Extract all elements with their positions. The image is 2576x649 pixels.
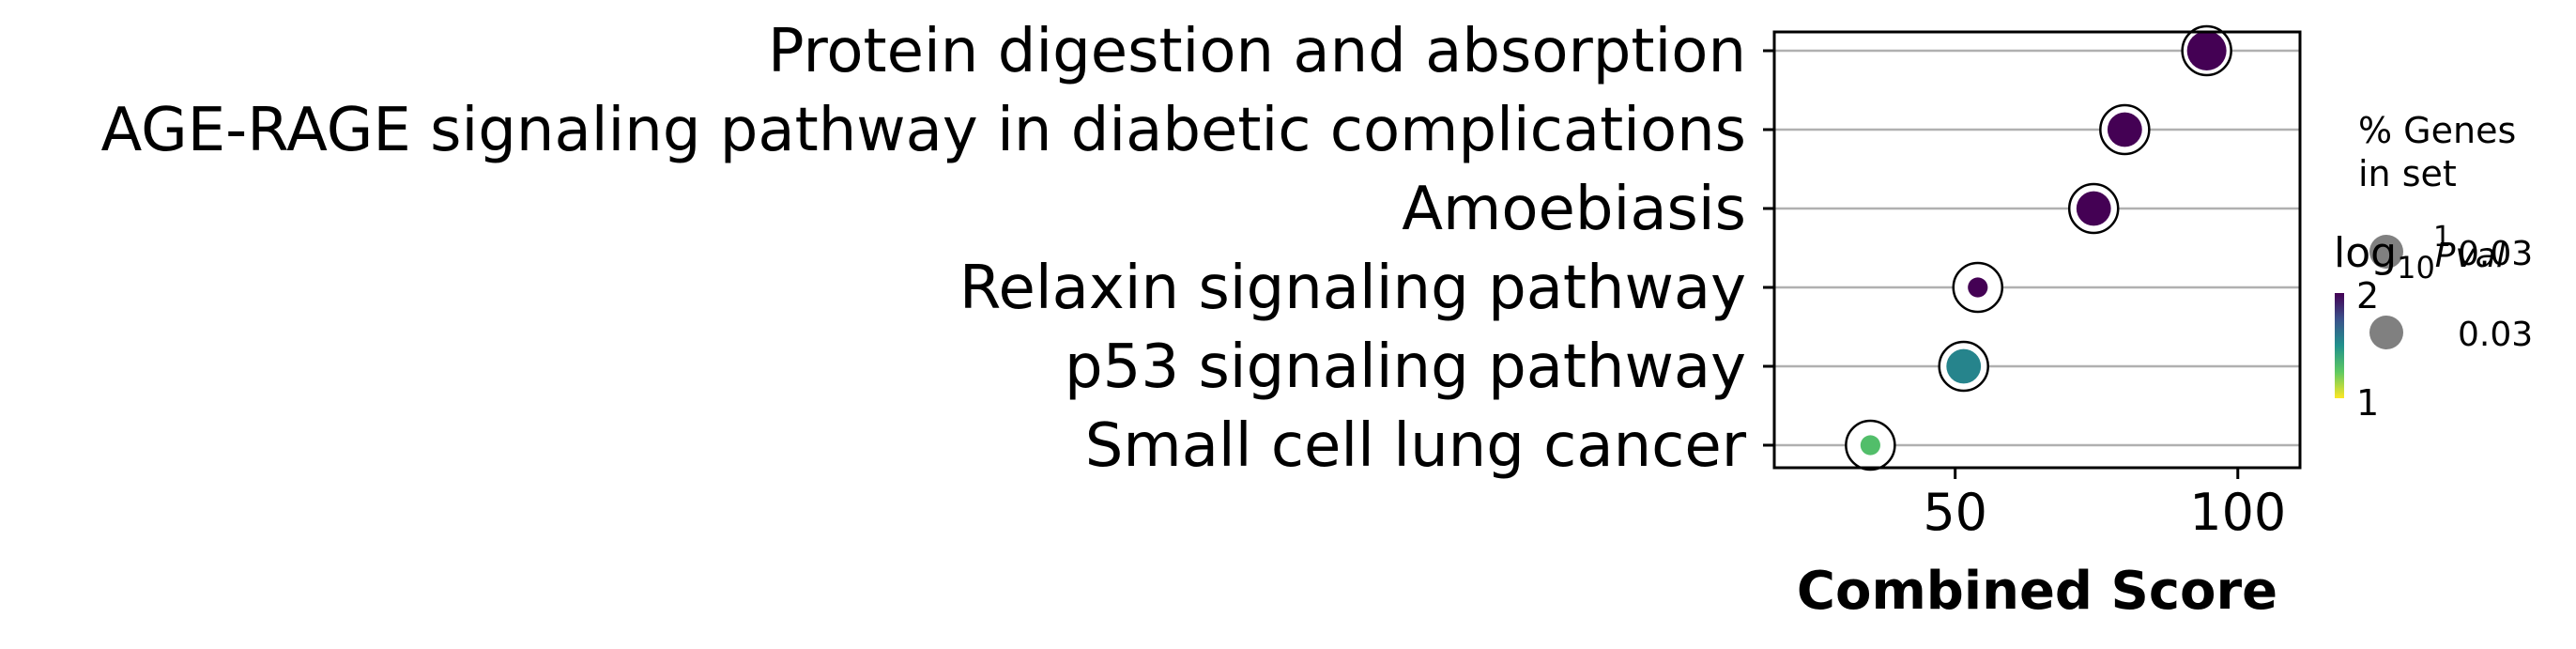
- colorbar-tick-high: 2: [2356, 275, 2379, 317]
- size-legend-label-2: 0.03: [2458, 316, 2533, 354]
- category-label: AGE-RAGE signaling pathway in diabetic c…: [100, 96, 1746, 165]
- x-tick-label: 100: [2189, 483, 2286, 542]
- x-axis-title: Combined Score: [1797, 561, 2277, 622]
- colorbar-gradient: [2335, 293, 2344, 398]
- category-label: Relaxin signaling pathway: [959, 254, 1746, 323]
- data-point: [1968, 277, 1988, 298]
- category-label: p53 signaling pathway: [1065, 332, 1746, 402]
- marker-rings: [1845, 24, 2232, 471]
- data-point: [2076, 191, 2111, 226]
- data-point: [1860, 435, 1880, 456]
- size-legend-marker-2: [2369, 316, 2403, 349]
- category-label: Amoebiasis: [1402, 175, 1746, 244]
- colorbar-title: log10Pval: [2334, 229, 2506, 286]
- category-labels: Protein digestion and absorption AGE-RAGE…: [100, 17, 1774, 481]
- size-legend: % Genes in set 0.03 0.03: [2358, 110, 2533, 354]
- data-point: [2107, 112, 2142, 147]
- size-legend-title-line2: in set: [2358, 153, 2457, 194]
- data-points: [1860, 31, 2227, 456]
- category-label: Protein digestion and absorption: [768, 17, 1746, 86]
- size-legend-title-line1: % Genes: [2358, 110, 2516, 151]
- x-axis-ticks: 50 100: [1923, 468, 2286, 542]
- size-legend-marker-1: [2369, 235, 2403, 269]
- plot-frame: [1772, 30, 2302, 470]
- x-tick-label: 50: [1923, 483, 1987, 542]
- grid-lines: [1774, 49, 2300, 447]
- colorbar: log10Pval 1 2 1: [2334, 221, 2506, 424]
- data-point: [2186, 31, 2227, 70]
- size-legend-label-1: 0.03: [2458, 235, 2533, 273]
- colorbar-tick-low: 1: [2356, 382, 2379, 424]
- category-label: Small cell lung cancer: [1085, 411, 1747, 481]
- data-point: [1946, 348, 1982, 384]
- colorbar-title-superscript: 1: [2433, 221, 2451, 254]
